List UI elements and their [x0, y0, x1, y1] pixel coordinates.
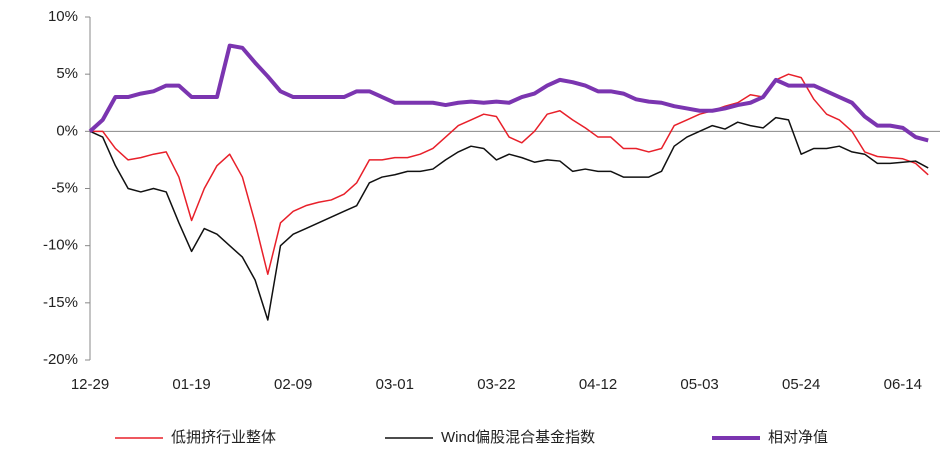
legend-label: 低拥挤行业整体: [171, 429, 276, 446]
x-tick-label: 12-29: [71, 376, 109, 393]
y-tick-label: 0%: [56, 122, 78, 139]
series-line: [88, 43, 929, 143]
series-line: [90, 73, 929, 275]
x-tick-label: 05-03: [680, 376, 718, 393]
series-line: [89, 116, 929, 321]
y-tick-label: -10%: [43, 237, 78, 254]
y-tick-label: -20%: [43, 351, 78, 368]
x-tick-label: 04-12: [579, 376, 617, 393]
x-tick-label: 03-22: [477, 376, 515, 393]
y-tick-label: 5%: [56, 65, 78, 82]
y-tick-label: -5%: [51, 179, 78, 196]
x-tick-label: 02-09: [274, 376, 312, 393]
x-tick-label: 06-14: [884, 376, 922, 393]
y-tick-label: -15%: [43, 294, 78, 311]
x-tick-label: 05-24: [782, 376, 820, 393]
legend-label: Wind偏股混合基金指数: [441, 429, 595, 446]
y-tick-label: 10%: [48, 8, 78, 25]
x-tick-label: 01-19: [172, 376, 210, 393]
x-tick-label: 03-01: [376, 376, 414, 393]
legend-label: 相对净值: [768, 429, 828, 446]
